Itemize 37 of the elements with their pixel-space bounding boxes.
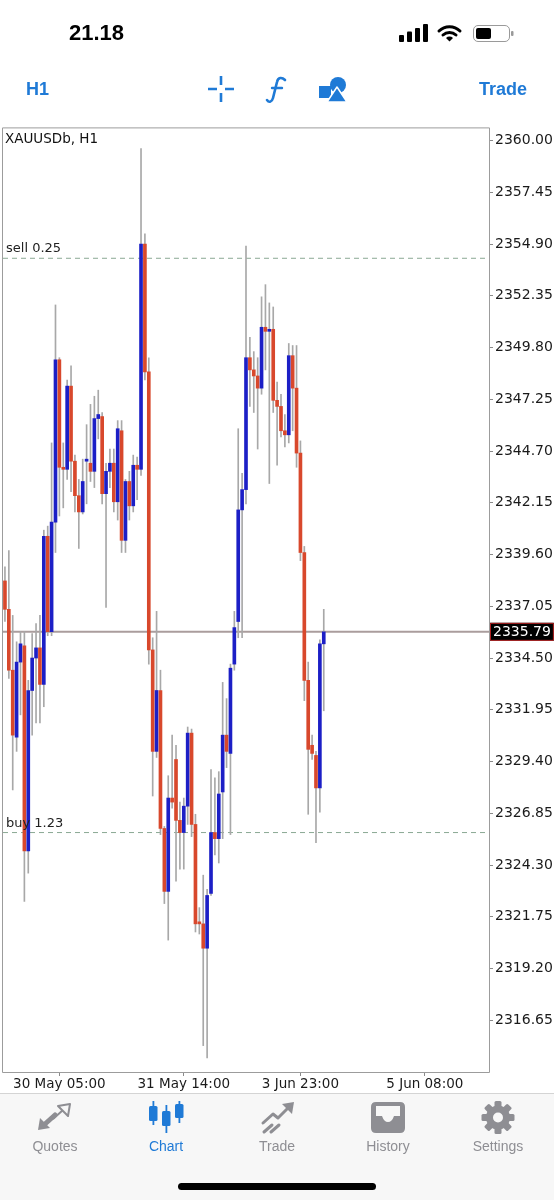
y-tick-label: 2316.65 — [495, 1010, 553, 1027]
text: Settings — [472, 1138, 524, 1154]
y-tick-label: 2357.45 — [495, 182, 553, 199]
text: Quotes — [32, 1138, 78, 1154]
y-tick-label: 2339.60 — [495, 545, 553, 562]
y-tick-label: 2321.75 — [495, 907, 553, 924]
y-tick-label: 2344.70 — [495, 441, 553, 458]
y-tick-label: 2334.50 — [495, 648, 553, 665]
y-tick-label: 2342.15 — [495, 493, 553, 510]
y-tick-label: 2324.30 — [495, 855, 553, 872]
y-tick-label: 2329.40 — [495, 752, 553, 769]
text: History — [366, 1138, 410, 1154]
text: 21.18 — [69, 20, 125, 45]
y-tick-label: 2347.25 — [495, 389, 553, 406]
y-tick-label: 2319.20 — [495, 959, 553, 976]
candlestick — [135, 456, 139, 501]
y-tick-label: 2352.35 — [495, 286, 553, 303]
candlestick — [201, 874, 206, 1046]
x-tick-label: 3 Jun 23:00 — [261, 1074, 340, 1091]
y-tick-label: 2360.00 — [495, 131, 553, 148]
y-tick-label: 2349.80 — [495, 338, 553, 355]
text: Chart — [148, 1138, 184, 1154]
candlestick — [213, 777, 217, 856]
y-tick-label: 2326.85 — [495, 803, 553, 820]
ref-line-label: 2335.79 — [493, 623, 551, 640]
y-tick-label: 2354.90 — [495, 234, 553, 251]
text: Trade — [478, 79, 527, 99]
x-tick-label: 30 May 05:00 — [13, 1074, 106, 1091]
x-tick-label: 31 May 14:00 — [137, 1074, 231, 1091]
text: H1 — [26, 79, 50, 99]
y-tick-label: 2331.95 — [495, 700, 553, 717]
x-tick-label: 5 Jun 08:00 — [386, 1074, 464, 1091]
candlestick — [267, 302, 272, 484]
text: Trade — [258, 1138, 296, 1154]
ref-line-label: sell 0.25 — [6, 240, 62, 256]
chart-title: XAUUSDb, H1 — [5, 129, 99, 146]
y-tick-label: 2337.05 — [495, 596, 553, 613]
